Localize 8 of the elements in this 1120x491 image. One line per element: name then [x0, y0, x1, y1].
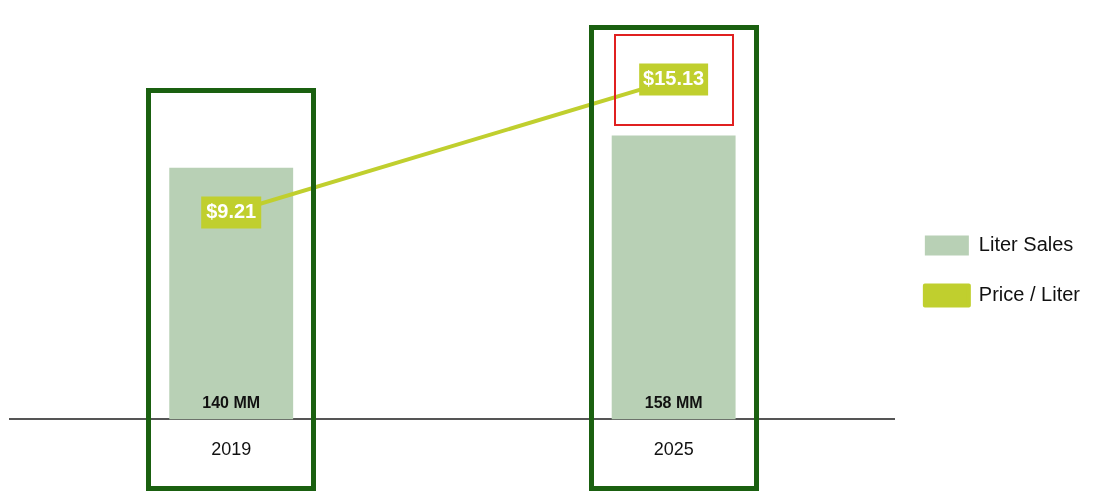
x-tick-label: 2019 — [211, 439, 252, 460]
data-label: $15.13 — [643, 67, 705, 90]
data-label: 158 MM — [644, 393, 703, 411]
legend-label: Price / Liter — [978, 283, 1081, 306]
legend-label: Liter Sales — [978, 233, 1074, 256]
x-tick-label: 2025 — [653, 439, 694, 460]
data-label: $9.21 — [206, 200, 257, 223]
data-label: 140 MM — [202, 393, 261, 411]
